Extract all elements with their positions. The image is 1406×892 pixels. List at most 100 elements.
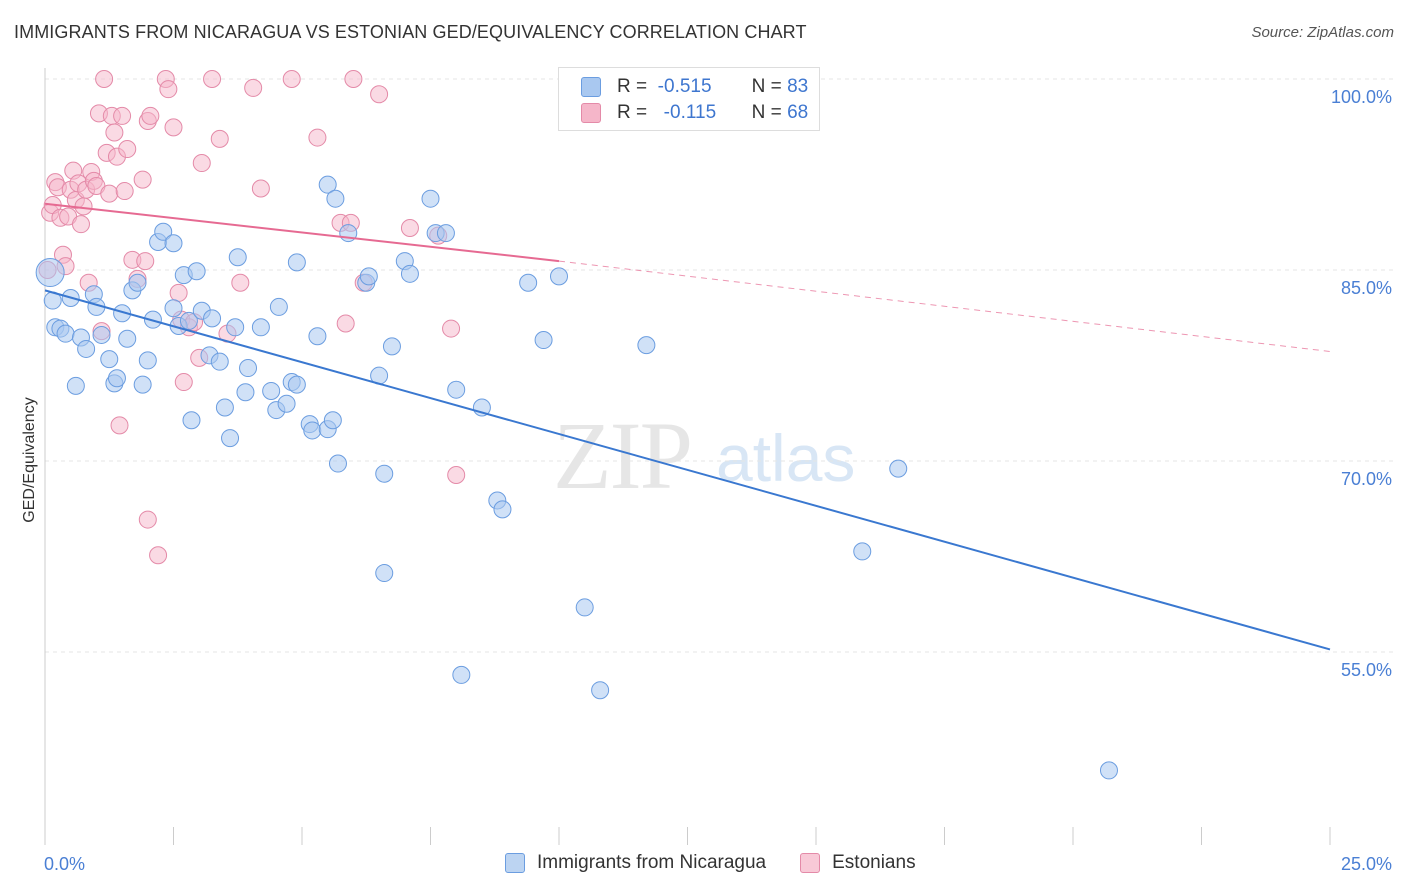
legend-swatch-pink [581, 103, 601, 123]
data-point-nicaragua [308, 327, 327, 346]
data-point-estonians [244, 78, 263, 97]
data-point-nicaragua [436, 224, 455, 243]
data-point-nicaragua [318, 175, 337, 194]
nicaragua-series [35, 175, 1118, 780]
data-point-nicaragua [382, 337, 401, 356]
legend-swatch-estonians [800, 853, 821, 873]
y-tick-label: 85.0% [1341, 278, 1392, 298]
legend-r-label: R = [617, 102, 648, 123]
data-point-estonians [203, 70, 222, 88]
data-point-nicaragua [210, 352, 229, 371]
data-point-nicaragua [575, 598, 594, 617]
data-point-estonians [174, 373, 193, 392]
data-point-estonians [169, 283, 188, 302]
legend-n-label: N = [751, 102, 782, 123]
data-point-nicaragua [519, 273, 538, 292]
data-point-nicaragua [228, 248, 247, 267]
data-point-nicaragua [493, 500, 512, 519]
data-point-estonians [115, 182, 134, 201]
data-point-estonians [210, 129, 229, 148]
data-point-nicaragua [534, 331, 553, 350]
data-point-estonians [442, 319, 461, 338]
data-point-nicaragua [56, 324, 75, 343]
y-tick-label: 100.0% [1331, 87, 1392, 107]
x-tick-label: 25.0% [1341, 854, 1392, 874]
data-point-estonians [370, 85, 389, 104]
data-point-nicaragua [118, 329, 137, 348]
data-point-nicaragua [35, 258, 65, 288]
data-point-estonians [74, 197, 93, 216]
data-point-nicaragua [182, 411, 201, 430]
data-point-nicaragua [1099, 761, 1118, 780]
data-point-estonians [308, 128, 327, 147]
y-tick-label: 55.0% [1341, 660, 1392, 680]
data-point-nicaragua [128, 273, 147, 292]
data-point-estonians [141, 106, 160, 125]
axes [44, 68, 1331, 845]
estonians-series [38, 70, 466, 565]
data-point-estonians [344, 70, 363, 88]
data-point-estonians [231, 273, 250, 292]
x-tick-label: 0.0% [44, 854, 85, 874]
source-label: Source: ZipAtlas.com [1251, 24, 1394, 41]
data-point-nicaragua [447, 380, 466, 399]
legend-label-nicaragua: Immigrants from Nicaragua [537, 852, 767, 873]
data-point-nicaragua [100, 350, 119, 369]
data-point-nicaragua [221, 429, 240, 448]
legend-label-estonians: Estonians [832, 852, 916, 873]
data-point-nicaragua [421, 189, 440, 208]
data-point-nicaragua [251, 318, 270, 337]
data-point-nicaragua [375, 464, 394, 483]
data-point-nicaragua [853, 542, 872, 561]
data-point-estonians [138, 510, 157, 529]
data-point-nicaragua [287, 253, 306, 272]
legend-r-value: -0.115 [663, 102, 717, 123]
legend-n-value: 83 [787, 76, 809, 97]
data-point-nicaragua [303, 421, 322, 440]
data-point-nicaragua [328, 454, 347, 473]
data-point-estonians [192, 154, 211, 173]
data-point-nicaragua [107, 369, 126, 388]
y-tick-label: 70.0% [1341, 469, 1392, 489]
data-point-estonians [133, 170, 152, 189]
data-point-nicaragua [269, 297, 288, 316]
tick-labels: 55.0% 70.0% 85.0% 100.0% 0.0% 25.0% [44, 87, 1392, 874]
data-point-nicaragua [164, 299, 183, 318]
legend-n-label: N = [751, 76, 782, 97]
legend-n-value: 68 [787, 102, 809, 123]
data-point-nicaragua [164, 234, 183, 253]
data-point-nicaragua [215, 398, 234, 417]
data-point-estonians [100, 184, 119, 203]
data-point-estonians [136, 252, 155, 271]
data-point-nicaragua [187, 262, 206, 281]
data-point-estonians [251, 179, 270, 198]
data-point-estonians [95, 70, 114, 88]
series-legend: Immigrants from Nicaragua Estonians [505, 852, 916, 874]
legend-swatch-blue [581, 77, 601, 97]
data-point-estonians [118, 140, 137, 159]
legend-row-nicaragua: R = -0.515 N = 83 [581, 75, 808, 99]
trend-lines [44, 202, 1331, 651]
data-point-estonians [113, 106, 132, 125]
data-point-estonians [159, 80, 178, 99]
data-point-nicaragua [226, 318, 245, 337]
data-point-estonians [400, 218, 419, 237]
legend-swatch-nicaragua [505, 853, 525, 873]
data-point-nicaragua [66, 376, 85, 395]
data-point-nicaragua [889, 459, 908, 478]
data-point-nicaragua [77, 339, 96, 358]
data-point-estonians [164, 118, 183, 137]
data-point-nicaragua [400, 264, 419, 283]
data-point-estonians [71, 215, 90, 234]
trend-line-nicaragua [44, 289, 1331, 651]
data-point-nicaragua [375, 564, 394, 583]
data-point-nicaragua [236, 383, 255, 402]
chart-title: IMMIGRANTS FROM NICARAGUA VS ESTONIAN GE… [14, 22, 807, 42]
trend-line-estonians [44, 202, 560, 263]
data-point-estonians [336, 314, 355, 333]
stats-legend: R = -0.515 N = 83 R = -0.115 N = 68 [558, 67, 820, 131]
data-point-nicaragua [133, 375, 152, 394]
data-point-nicaragua [550, 267, 568, 286]
data-point-nicaragua [92, 325, 111, 344]
